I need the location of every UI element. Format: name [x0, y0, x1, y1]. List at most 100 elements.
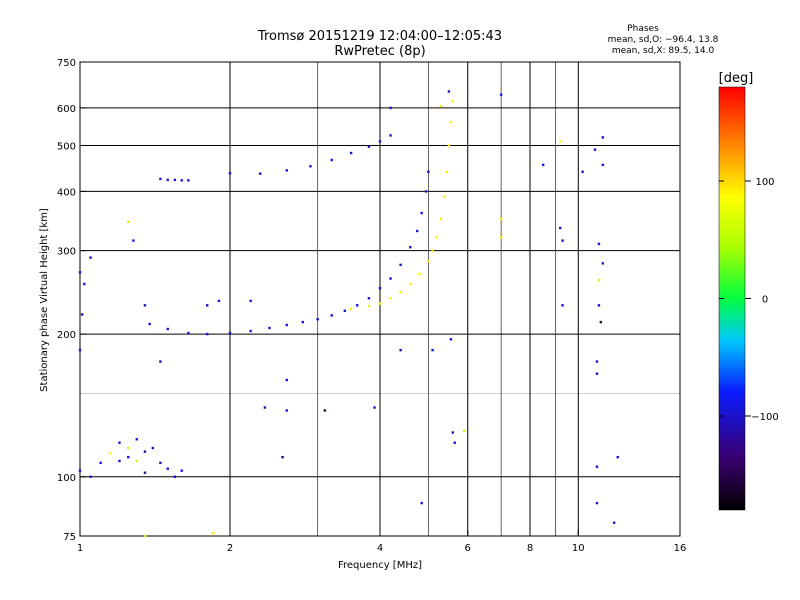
scatter-point: [439, 105, 443, 108]
o-trace-upper-point: [349, 151, 353, 155]
x-trace-point: [378, 302, 382, 305]
y-tick-label: 750: [57, 58, 76, 69]
y-tick-label: 75: [63, 532, 76, 543]
o-trace-point: [399, 263, 402, 267]
scatter-point: [285, 409, 288, 412]
o-trace-upper-point: [367, 145, 371, 148]
o-trace-upper-point: [228, 171, 232, 175]
x-trace-point: [418, 272, 421, 276]
scatter-point: [462, 429, 466, 433]
o-trace-point: [356, 304, 359, 307]
scatter-point: [595, 501, 599, 505]
colorbar-tick-label: −100: [751, 412, 778, 423]
o-trace-point: [228, 331, 232, 335]
scatter-point: [132, 239, 135, 242]
x-trace-point: [435, 236, 438, 239]
colorbar-label: [deg]: [719, 71, 754, 86]
scatter-point: [541, 163, 545, 167]
o-trace-early-point: [180, 179, 183, 182]
scatter-point: [389, 106, 392, 110]
o-trace-point: [148, 322, 151, 326]
e-region-point: [180, 469, 183, 472]
e-region-point: [109, 452, 112, 455]
o-trace-early-point: [159, 177, 162, 181]
x-trace-point: [442, 195, 446, 198]
e-region-point: [99, 461, 102, 465]
scatter-point: [599, 320, 603, 324]
o-trace-point: [367, 297, 371, 300]
e-region-point: [159, 461, 162, 465]
scatter-point: [80, 313, 84, 316]
scatter-point: [612, 521, 616, 524]
o-trace-point: [415, 229, 419, 233]
x-tick-label: 6: [465, 543, 471, 554]
o-trace-upper-point: [259, 172, 262, 175]
scatter-point: [449, 338, 453, 341]
scatter-point: [420, 501, 423, 505]
scatter-point: [127, 220, 130, 224]
scatter-point: [559, 140, 562, 143]
scatter-point: [89, 256, 92, 259]
scatter-point: [431, 348, 434, 352]
scatter-point: [447, 90, 451, 93]
e-region-point: [78, 469, 82, 472]
e-region-point: [89, 475, 92, 478]
scatter-point: [285, 378, 288, 382]
o-trace-point: [301, 320, 305, 324]
x-axis-label: Frequency [MHz]: [338, 560, 422, 571]
scatter-point: [249, 299, 252, 303]
x-trace-point: [445, 170, 449, 173]
x-tick-label: 4: [377, 543, 383, 554]
axis-ticks: 1 2 4 6 8 10 16 75 100 200 300 400 500 600 750: [57, 58, 686, 554]
o-trace-early-point: [173, 178, 177, 182]
x-tick-label: 8: [527, 543, 533, 554]
o-trace-point: [343, 309, 347, 312]
scatter-point: [561, 239, 564, 242]
o-trace-upper-point: [309, 165, 312, 168]
y-axis-label: Stationary phase Virtual Height [km]: [39, 208, 50, 392]
o-trace-point: [166, 327, 169, 331]
scatter-point: [581, 170, 584, 173]
scatter-point: [593, 148, 597, 151]
scatter-point: [601, 163, 605, 167]
colorbar-tick-label: 0: [762, 295, 768, 306]
e-region-point: [143, 450, 147, 453]
x-trace-point: [427, 259, 430, 263]
colorbar-tick-label: 100: [755, 177, 774, 188]
e-region-point: [151, 446, 155, 450]
o-trace-point: [316, 318, 319, 321]
scatter-point: [601, 136, 605, 139]
scatter-point: [399, 348, 402, 352]
o-trace-point: [187, 331, 190, 335]
scatter-point: [451, 431, 455, 434]
scatter-point: [206, 304, 209, 307]
stats-line-o: mean, sd,O: −96.4, 13.8: [608, 35, 719, 45]
o-trace-point: [330, 314, 333, 317]
scatter-point: [595, 465, 599, 468]
x-trace-point: [399, 291, 402, 294]
y-tick-label: 500: [57, 141, 76, 152]
e-region-point: [166, 467, 169, 470]
scatter-point: [616, 455, 619, 459]
scatter-point: [559, 226, 562, 230]
chart-title: Tromsø 20151219 12:04:00–12:05:43: [257, 29, 502, 44]
e-region-point: [143, 471, 147, 474]
e-region-point: [135, 438, 138, 441]
scatter-point: [595, 372, 599, 375]
x-tick-label: 16: [674, 543, 687, 554]
x-trace-point: [439, 217, 443, 221]
stats-title: Phases: [627, 24, 659, 34]
x-trace-point: [449, 120, 453, 124]
scatter-point: [597, 278, 601, 282]
o-trace-point: [389, 277, 392, 280]
e-region-point: [135, 459, 138, 463]
scatter-point: [78, 271, 82, 274]
data-marks: [78, 90, 619, 538]
scatter-point: [595, 360, 599, 363]
stats-line-x: mean, sd,X: 89.5, 14.0: [612, 46, 715, 56]
y-tick-label: 300: [57, 247, 76, 258]
scatter-point: [323, 409, 327, 412]
x-trace-point: [447, 144, 451, 147]
o-trace-point: [206, 332, 209, 336]
scatter-point: [263, 406, 267, 409]
